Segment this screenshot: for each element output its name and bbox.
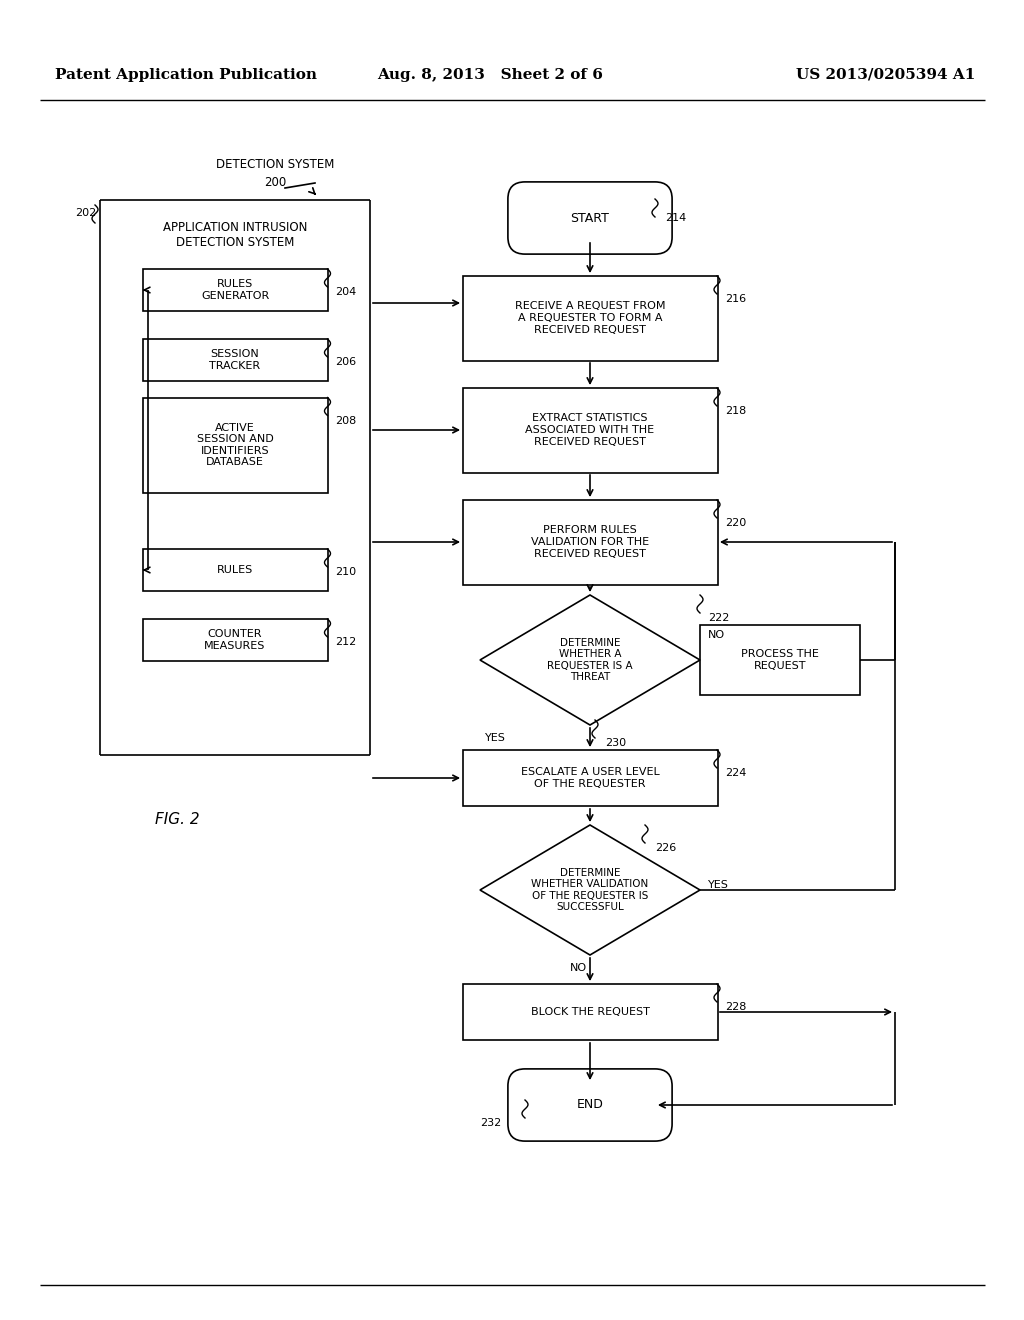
Text: PERFORM RULES
VALIDATION FOR THE
RECEIVED REQUEST: PERFORM RULES VALIDATION FOR THE RECEIVE… xyxy=(530,525,649,558)
Text: YES: YES xyxy=(708,880,729,890)
Text: Aug. 8, 2013   Sheet 2 of 6: Aug. 8, 2013 Sheet 2 of 6 xyxy=(377,69,603,82)
Text: DETERMINE
WHETHER VALIDATION
OF THE REQUESTER IS
SUCCESSFUL: DETERMINE WHETHER VALIDATION OF THE REQU… xyxy=(531,867,648,912)
Bar xyxy=(142,339,328,381)
Bar xyxy=(142,549,328,591)
Text: EXTRACT STATISTICS
ASSOCIATED WITH THE
RECEIVED REQUEST: EXTRACT STATISTICS ASSOCIATED WITH THE R… xyxy=(525,413,654,446)
Text: 218: 218 xyxy=(725,407,746,416)
Text: COUNTER
MEASURES: COUNTER MEASURES xyxy=(205,630,265,651)
Text: START: START xyxy=(570,211,609,224)
Text: DETECTION SYSTEM: DETECTION SYSTEM xyxy=(216,158,334,172)
Bar xyxy=(463,750,718,807)
Text: RECEIVE A REQUEST FROM
A REQUESTER TO FORM A
RECEIVED REQUEST: RECEIVE A REQUEST FROM A REQUESTER TO FO… xyxy=(515,301,666,334)
Bar xyxy=(463,276,718,360)
Text: RULES
GENERATOR: RULES GENERATOR xyxy=(201,280,269,301)
Text: Patent Application Publication: Patent Application Publication xyxy=(55,69,317,82)
Text: 228: 228 xyxy=(725,1002,746,1012)
Text: FIG. 2: FIG. 2 xyxy=(155,813,200,828)
Text: END: END xyxy=(577,1098,603,1111)
Text: 212: 212 xyxy=(336,638,356,647)
Text: ACTIVE
SESSION AND
IDENTIFIERS
DATABASE: ACTIVE SESSION AND IDENTIFIERS DATABASE xyxy=(197,422,273,467)
Text: 224: 224 xyxy=(725,768,746,777)
Text: 204: 204 xyxy=(336,286,356,297)
Text: 200: 200 xyxy=(264,176,286,189)
Text: 230: 230 xyxy=(605,738,626,748)
Text: YES: YES xyxy=(485,733,506,743)
Bar xyxy=(700,624,860,696)
Text: 210: 210 xyxy=(336,568,356,577)
Text: PROCESS THE
REQUEST: PROCESS THE REQUEST xyxy=(741,649,819,671)
Bar xyxy=(142,269,328,312)
Text: 222: 222 xyxy=(708,612,729,623)
Text: RULES: RULES xyxy=(217,565,253,576)
Text: 216: 216 xyxy=(725,294,746,304)
Bar xyxy=(463,388,718,473)
Text: NO: NO xyxy=(708,630,725,640)
Text: DETERMINE
WHETHER A
REQUESTER IS A
THREAT: DETERMINE WHETHER A REQUESTER IS A THREA… xyxy=(547,638,633,682)
Text: 226: 226 xyxy=(655,843,676,853)
Text: 220: 220 xyxy=(725,517,746,528)
Text: 202: 202 xyxy=(75,209,96,218)
Text: SESSION
TRACKER: SESSION TRACKER xyxy=(210,350,260,371)
Text: 208: 208 xyxy=(336,416,356,425)
Text: APPLICATION INTRUSION
DETECTION SYSTEM: APPLICATION INTRUSION DETECTION SYSTEM xyxy=(163,220,307,249)
Text: US 2013/0205394 A1: US 2013/0205394 A1 xyxy=(796,69,975,82)
Text: 206: 206 xyxy=(336,356,356,367)
Bar xyxy=(463,499,718,585)
Bar xyxy=(142,397,328,492)
Bar xyxy=(142,619,328,661)
Text: NO: NO xyxy=(569,964,587,973)
Text: 232: 232 xyxy=(480,1118,502,1129)
Bar xyxy=(463,983,718,1040)
Text: ESCALATE A USER LEVEL
OF THE REQUESTER: ESCALATE A USER LEVEL OF THE REQUESTER xyxy=(520,767,659,789)
Text: BLOCK THE REQUEST: BLOCK THE REQUEST xyxy=(530,1007,649,1016)
Text: 214: 214 xyxy=(665,213,686,223)
